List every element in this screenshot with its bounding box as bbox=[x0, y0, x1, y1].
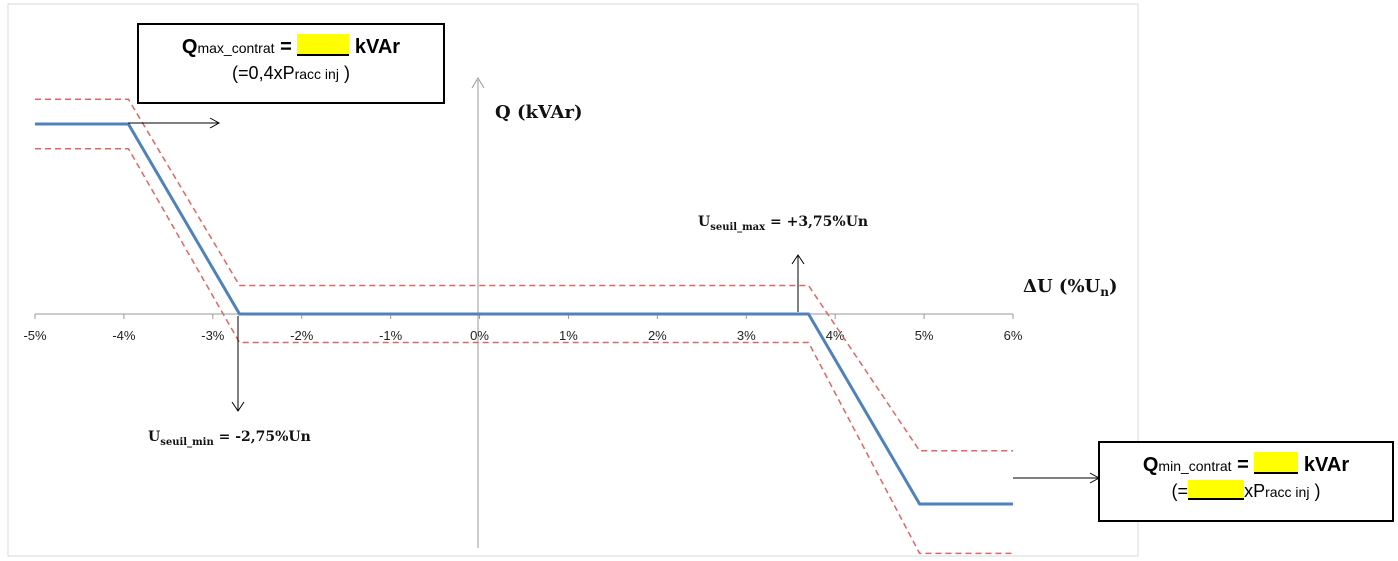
qmin-box: Qmin_contrat = kVAr (= xPracc inj ) bbox=[1098, 441, 1394, 522]
q-curve-line bbox=[35, 122, 1013, 506]
tolerance-band-line bbox=[35, 98, 1013, 452]
tolerance-band-line bbox=[35, 147, 1013, 555]
x-tick-label: 5% bbox=[915, 328, 934, 343]
qmax-formula: (=0,4xPracc inj ) bbox=[232, 63, 350, 83]
x-tick-label: -4% bbox=[112, 328, 136, 343]
x-tick-label: 4% bbox=[826, 328, 845, 343]
y-axis-arrowhead bbox=[471, 77, 485, 89]
useuil-min-label: Useuil_min = -2,75%Un bbox=[148, 429, 311, 448]
du-axis-label: ΔU (%Un) bbox=[1023, 276, 1118, 299]
qmax-blank-field[interactable] bbox=[297, 34, 350, 56]
qmin-factor-blank-field[interactable] bbox=[1188, 480, 1245, 500]
x-tick-label: 6% bbox=[1004, 328, 1023, 343]
x-tick-label: -1% bbox=[379, 328, 403, 343]
qmin-line: Qmin_contrat = kVAr bbox=[1142, 452, 1350, 476]
x-tick-label: 2% bbox=[648, 328, 667, 343]
x-tick-label: -5% bbox=[23, 328, 47, 343]
qmax-box: Qmax_contrat = kVAr (=0,4xPracc inj ) bbox=[137, 23, 445, 104]
qmin-formula: (= xPracc inj ) bbox=[1171, 480, 1321, 501]
qmin-blank-field[interactable] bbox=[1254, 452, 1299, 474]
q-axis-label: Q (kVAr) bbox=[495, 102, 582, 123]
x-tick-label: 1% bbox=[559, 328, 578, 343]
x-tick-label: -2% bbox=[290, 328, 314, 343]
useuil-min-arrowhead bbox=[231, 401, 245, 412]
x-tick-label: 0% bbox=[470, 328, 489, 343]
qmax-arrowhead bbox=[209, 117, 221, 129]
qmax-line: Qmax_contrat = kVAr bbox=[181, 34, 401, 58]
useuil-max-label: Useuil_max = +3,75%Un bbox=[698, 214, 868, 233]
x-tick-label: -3% bbox=[201, 328, 225, 343]
useuil-max-arrowhead bbox=[791, 254, 805, 265]
x-tick-label: 3% bbox=[737, 328, 756, 343]
